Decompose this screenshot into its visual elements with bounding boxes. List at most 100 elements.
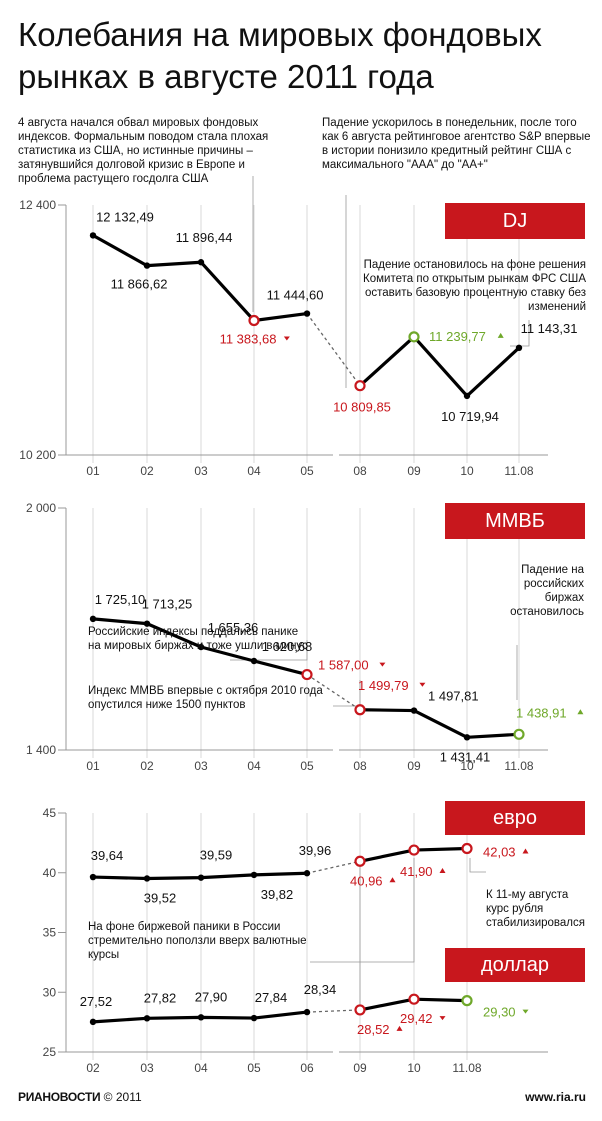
- dj-x-tick-05: 05: [300, 464, 314, 478]
- micex-label-3: 1 620,68: [262, 639, 313, 654]
- fx-euro-marker-5: [354, 855, 366, 867]
- dj-label-0: 12 132,49: [96, 209, 154, 224]
- micex-marker-5: [354, 704, 366, 716]
- micex-x-tick-10: 10: [460, 759, 474, 773]
- micex-x-tick-01: 01: [86, 759, 100, 773]
- dj-x-tick-10: 10: [460, 464, 474, 478]
- dj-x-tick-02: 02: [140, 464, 154, 478]
- micex-x-tick-02: 02: [140, 759, 154, 773]
- fx-x-tick-10: 10: [407, 1061, 421, 1075]
- micex-label-0: 1 725,10: [95, 592, 146, 607]
- micex-label-7: 1 431,41: [440, 749, 491, 764]
- fx-dollar-label-4: 28,34: [304, 982, 337, 997]
- dj-label-8: 11 143,31: [521, 321, 578, 336]
- badge-dollar: доллар: [445, 948, 585, 982]
- micex-marker-4: [301, 668, 313, 681]
- fx-euro-label-6-arrow: [439, 868, 446, 874]
- fx-euro-label-4: 39,96: [299, 843, 332, 858]
- fx-euro-marker-6: [408, 844, 420, 856]
- note-dj-fed: Падение остановилось на фоне решения Ком…: [363, 259, 586, 313]
- fx-x-tick-04: 04: [194, 1061, 208, 1075]
- fx-dollar-label-7-arrow: [522, 1009, 529, 1014]
- micex-x-tick-11.08: 11.08: [504, 759, 533, 773]
- fx-euro-line-weekend-gap: [306, 860, 361, 874]
- micex-y-tick-0: 2 000: [26, 501, 56, 515]
- fx-euro-label-1: 39,52: [144, 890, 177, 905]
- fx-dollar-line-weekend-gap: [306, 1009, 361, 1013]
- dj-point-1: [143, 262, 151, 269]
- micex-label-4-arrow: [379, 662, 386, 667]
- dj-x-tick-03: 03: [194, 464, 208, 478]
- badge-dj: DJ: [445, 203, 585, 239]
- dj-label-6-arrow: [497, 332, 504, 338]
- fx-y-tick-4: 25: [43, 1045, 57, 1059]
- fx-euro-label-0: 39,64: [91, 848, 124, 863]
- fx-dollar-marker-5: [354, 1004, 366, 1016]
- dj-label-3: 11 383,68: [220, 331, 277, 346]
- fx-dollar-label-7: 29,30: [483, 1005, 516, 1020]
- dj-marker-5: [354, 380, 366, 392]
- dj-label-4: 11 444,60: [267, 288, 324, 303]
- note-micex-panic: Российские индексы поддались панике на м…: [88, 626, 308, 652]
- fx-x-tick-05: 05: [247, 1061, 261, 1075]
- fx-dollar-point-0: [89, 1018, 97, 1026]
- micex-point-7: [463, 734, 471, 741]
- micex-label-6: 1 497,81: [428, 689, 479, 704]
- dj-label-2: 11 896,44: [176, 230, 233, 245]
- note-micex-1500: Индекс ММВБ впервые с октября 2010 года …: [88, 685, 323, 711]
- dj-marker-3: [248, 314, 260, 327]
- dj-point-8: [515, 344, 523, 352]
- fx-dollar-label-2: 27,90: [195, 989, 228, 1004]
- fx-x-tick-09: 09: [353, 1061, 367, 1075]
- micex-line-weekend-gap: [306, 674, 361, 711]
- fx-dollar-label-0: 27,52: [80, 994, 113, 1009]
- micex-point-2: [197, 643, 205, 651]
- micex-point-0: [89, 615, 97, 623]
- fx-y-tick-0: 45: [43, 806, 57, 820]
- dj-callout-fed: [510, 320, 530, 347]
- dj-point-4: [303, 310, 311, 317]
- micex-x-tick-04: 04: [247, 759, 261, 773]
- fx-x-tick-11.08: 11.08: [452, 1061, 481, 1075]
- dj-label-7: 10 719,94: [441, 409, 499, 424]
- fx-callout-panic: [310, 858, 415, 963]
- fx-dollar-label-1: 27,82: [144, 990, 177, 1005]
- dj-label-5: 10 809,85: [333, 400, 391, 415]
- dj-label-3-arrow: [283, 336, 290, 341]
- fx-dollar-label-5-arrow: [396, 1025, 403, 1031]
- fx-y-tick-1: 40: [43, 866, 57, 880]
- dj-x-tick-09: 09: [407, 464, 421, 478]
- footer-copyright: РИАНОВОСТИ © 2011: [18, 1090, 142, 1104]
- fx-euro-label-6: 41,90: [400, 864, 433, 879]
- micex-y-tick-1: 1 400: [26, 743, 56, 757]
- fx-euro-point-4: [303, 870, 311, 877]
- fx-euro-point-1: [143, 875, 151, 882]
- micex-label-5-arrow: [419, 682, 426, 687]
- dj-x-tick-08: 08: [353, 464, 367, 478]
- micex-point-1: [143, 620, 151, 627]
- micex-marker-8: [513, 728, 525, 740]
- fx-dollar-point-3: [250, 1014, 258, 1022]
- micex-x-tick-08: 08: [353, 759, 367, 773]
- fx-dollar-label-5: 28,52: [357, 1022, 390, 1037]
- micex-x-tick-03: 03: [194, 759, 208, 773]
- dj-line-weekend-gap: [306, 313, 361, 387]
- fx-dollar-point-1: [143, 1015, 151, 1022]
- micex-point-3: [250, 657, 258, 665]
- micex-line-week2: [359, 708, 520, 739]
- footer-brand: РИАНОВОСТИ: [18, 1090, 101, 1104]
- fx-x-tick-03: 03: [140, 1061, 154, 1075]
- dj-y-tick-0: 12 400: [19, 198, 56, 212]
- fx-dollar-marker-7: [461, 995, 473, 1007]
- micex-label-5: 1 499,79: [358, 678, 409, 693]
- fx-euro-label-3: 39,82: [261, 887, 294, 902]
- footer-site: www.ria.ru: [525, 1090, 586, 1104]
- fx-dollar-label-6-arrow: [439, 1016, 446, 1021]
- dj-y-tick-1: 10 200: [19, 448, 56, 462]
- micex-label-4: 1 587,00: [318, 658, 369, 673]
- fx-euro-point-2: [197, 874, 205, 881]
- dj-label-1: 11 866,62: [111, 277, 168, 292]
- fx-euro-label-5: 40,96: [350, 873, 383, 888]
- note-fx-stable: К 11-му августа курс рубля стабилизирова…: [486, 889, 585, 929]
